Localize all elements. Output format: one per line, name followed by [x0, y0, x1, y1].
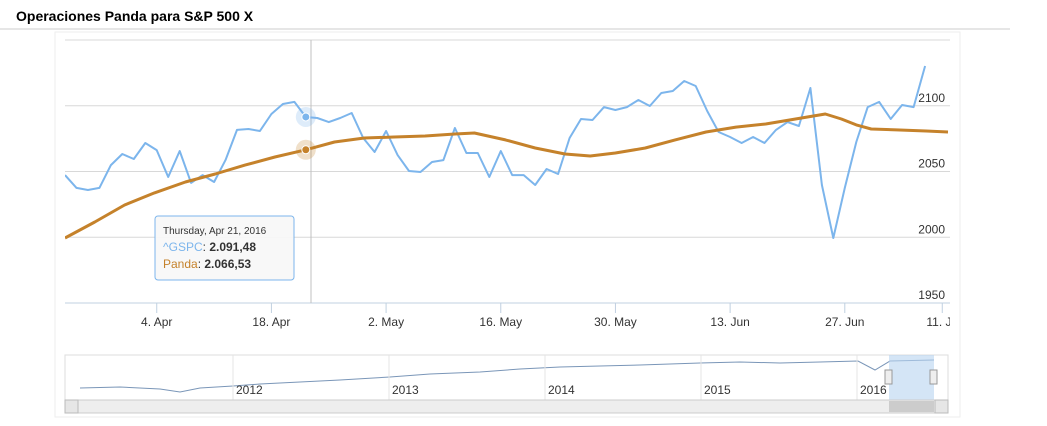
- tooltip: Thursday, Apr 21, 2016 ^GSPC: 2.091,48 P…: [154, 215, 295, 281]
- navigator-label: 2012: [236, 383, 263, 397]
- series-line: [65, 65, 927, 239]
- y-tick-label: 2100: [918, 91, 945, 105]
- tooltip-value: 2.066,53: [204, 257, 251, 271]
- x-tick-label: 27. Jun: [825, 315, 864, 329]
- y-tick-label: 2050: [918, 157, 945, 171]
- tooltip-series: Panda: [163, 257, 198, 271]
- hover-marker: [301, 145, 311, 155]
- tooltip-date: Thursday, Apr 21, 2016: [163, 226, 267, 237]
- tooltip-box: [154, 215, 295, 281]
- navigator-series: [79, 359, 935, 393]
- chart-title: Operaciones Panda para S&P 500 X: [16, 8, 254, 24]
- navigator-handle[interactable]: [884, 369, 893, 385]
- x-tick-label: 4. Apr: [141, 315, 172, 329]
- scrollbar[interactable]: [64, 399, 949, 414]
- x-axis: 4. Apr 18. Apr 2. May 16. May 30. May 13. Jun…: [141, 303, 958, 329]
- navigator-label: 2015: [704, 383, 731, 397]
- navigator: 2012 2013 2014 2015 2016: [64, 354, 949, 414]
- tooltip-row: ^GSPC: 2.091,48: [163, 240, 256, 254]
- navigator-handle[interactable]: [929, 369, 938, 385]
- navigator-label: 2014: [548, 383, 575, 397]
- navigator-axis: 2012 2013 2014 2015 2016: [232, 355, 887, 400]
- scroll-thumb[interactable]: [889, 401, 934, 412]
- series-line: [65, 112, 949, 240]
- scroll-right[interactable]: [934, 399, 949, 414]
- y-tick-label: 1950: [918, 288, 945, 302]
- tooltip-value: 2.091,48: [209, 240, 256, 254]
- navigator-selection[interactable]: [889, 355, 934, 400]
- tooltip-sep: :: [203, 240, 210, 254]
- plot: [65, 65, 949, 240]
- x-tick-label: 16. May: [479, 315, 522, 329]
- x-tick-label: 18. Apr: [252, 315, 290, 329]
- y-tick-label: 2000: [918, 222, 945, 236]
- tooltip-row: Panda: 2.066,53: [163, 257, 251, 271]
- tooltip-series: ^GSPC: [163, 240, 203, 254]
- tooltip-sep: :: [198, 257, 205, 271]
- navigator-label: 2013: [392, 383, 419, 397]
- x-tick-label: 13. Jun: [710, 315, 749, 329]
- x-tick-label: 11. Ju: [926, 315, 958, 329]
- scroll-left[interactable]: [64, 399, 79, 414]
- x-tick-label: 2. May: [368, 315, 404, 329]
- navigator-label: 2016: [860, 383, 887, 397]
- x-tick-label: 30. May: [594, 315, 637, 329]
- hover-marker: [301, 112, 311, 122]
